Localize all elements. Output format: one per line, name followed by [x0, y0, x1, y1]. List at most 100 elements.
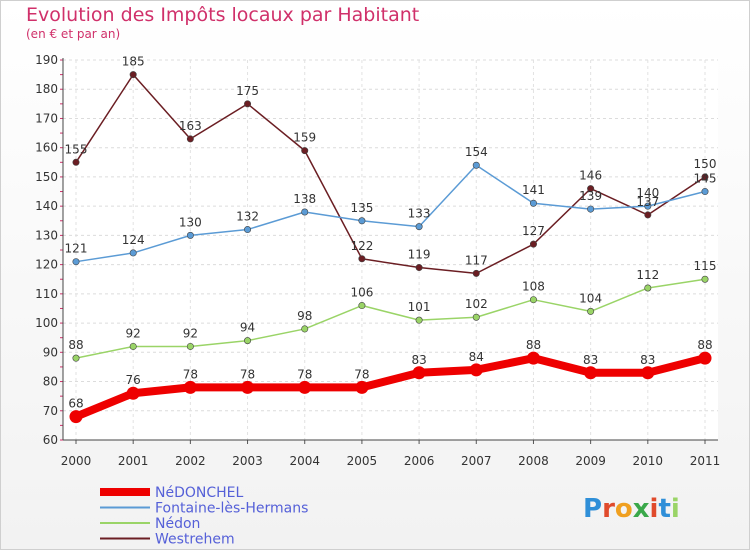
x-tick-label: 2009	[575, 454, 606, 468]
legend-label: Fontaine-lès-Hermans	[155, 501, 308, 517]
data-point	[129, 249, 137, 257]
data-label: 159	[293, 131, 316, 145]
y-tick-label: 150	[35, 170, 58, 184]
proxiti-logo: Proxiti	[583, 494, 680, 524]
data-label: 175	[236, 84, 259, 98]
data-label: 135	[350, 201, 373, 215]
data-label: 83	[640, 353, 655, 367]
data-label: 133	[408, 207, 431, 221]
data-label: 88	[697, 338, 712, 352]
data-point	[126, 386, 140, 400]
data-point	[701, 275, 709, 283]
data-point	[415, 264, 423, 272]
data-label: 154	[465, 145, 488, 159]
data-point	[701, 188, 709, 196]
data-point	[244, 226, 252, 234]
data-label: 124	[122, 233, 145, 247]
data-label: 121	[65, 242, 88, 256]
data-point	[584, 366, 598, 380]
data-label: 104	[579, 291, 602, 305]
x-tick-label: 2000	[61, 454, 92, 468]
data-point	[244, 337, 252, 345]
data-point	[358, 302, 366, 310]
data-label: 155	[65, 142, 88, 156]
data-point	[587, 205, 595, 213]
data-label: 101	[408, 300, 431, 314]
data-label: 78	[240, 367, 255, 381]
y-tick-label: 140	[35, 199, 58, 213]
data-label: 119	[408, 248, 431, 262]
data-label: 78	[183, 367, 198, 381]
data-label: 108	[522, 280, 545, 294]
data-label: 132	[236, 210, 259, 224]
data-label: 115	[694, 259, 717, 273]
x-tick-label: 2006	[404, 454, 435, 468]
data-label: 94	[240, 321, 255, 335]
data-label: 84	[469, 350, 484, 364]
y-tick-label: 90	[43, 345, 58, 359]
data-point	[529, 199, 537, 207]
y-tick-label: 110	[35, 287, 58, 301]
data-point	[641, 366, 655, 380]
data-label: 163	[179, 119, 202, 133]
data-point	[129, 342, 137, 350]
data-point	[472, 269, 480, 277]
x-tick-label: 2003	[232, 454, 263, 468]
data-point	[301, 208, 309, 216]
x-tick-label: 2002	[175, 454, 206, 468]
y-tick-label: 190	[35, 53, 58, 67]
y-tick-label: 100	[35, 316, 58, 330]
chart-subtitle: (en € et par an)	[26, 27, 121, 41]
data-point	[358, 255, 366, 263]
x-tick-label: 2010	[633, 454, 664, 468]
data-label: 98	[297, 309, 312, 323]
data-point	[72, 158, 80, 166]
y-tick-label: 170	[35, 111, 58, 125]
data-label: 117	[465, 253, 488, 267]
data-label: 88	[526, 338, 541, 352]
y-tick-label: 80	[43, 375, 58, 389]
series-line	[75, 278, 706, 359]
data-point	[358, 217, 366, 225]
data-point	[186, 231, 194, 239]
y-tick-label: 160	[35, 141, 58, 155]
data-label: 146	[579, 169, 602, 183]
y-tick-label: 180	[35, 82, 58, 96]
series-line	[75, 73, 706, 275]
data-point	[529, 296, 537, 304]
data-label: 141	[522, 183, 545, 197]
legend-label: Westrehem	[155, 532, 235, 548]
data-point	[526, 351, 540, 365]
x-tick-label: 2005	[347, 454, 378, 468]
y-tick-label: 130	[35, 228, 58, 242]
data-point	[301, 325, 309, 333]
y-tick-label: 120	[35, 258, 58, 272]
data-label: 185	[122, 55, 145, 69]
data-point	[701, 173, 709, 181]
data-label: 150	[694, 157, 717, 171]
data-label: 130	[179, 215, 202, 229]
data-label: 137	[636, 195, 659, 209]
data-point	[698, 351, 712, 365]
data-label: 78	[297, 367, 312, 381]
data-point	[587, 185, 595, 193]
data-label: 112	[636, 268, 659, 282]
y-tick-label: 70	[43, 404, 58, 418]
legend-label: Nédon	[155, 516, 200, 532]
data-label: 83	[583, 353, 598, 367]
data-label: 145	[694, 172, 717, 186]
data-label: 138	[293, 192, 316, 206]
data-point	[587, 307, 595, 315]
data-label: 140	[636, 186, 659, 200]
data-point	[472, 161, 480, 169]
data-point	[241, 380, 255, 394]
x-tick-label: 2008	[518, 454, 549, 468]
x-tick-label: 2007	[461, 454, 492, 468]
data-point	[529, 240, 537, 248]
data-point	[472, 313, 480, 321]
series-line	[72, 354, 709, 421]
data-point	[183, 380, 197, 394]
data-point	[186, 135, 194, 143]
data-label: 127	[522, 224, 545, 238]
